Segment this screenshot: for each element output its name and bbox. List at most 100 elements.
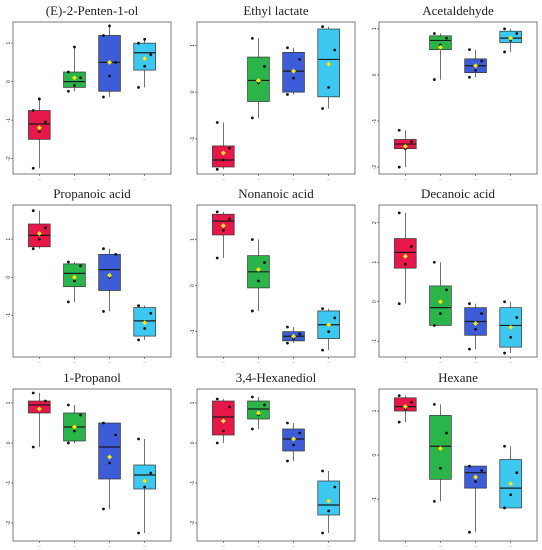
- data-point: [79, 264, 82, 268]
- data-point: [432, 32, 436, 35]
- mean-marker: [472, 63, 479, 69]
- box-c1: [28, 110, 51, 140]
- x-tick-label: —: [108, 544, 111, 548]
- data-point: [321, 107, 324, 110]
- chart-panel: 1-Propanol -2 -1 0 1 — — — —: [6, 370, 172, 548]
- x-tick-label: —: [222, 544, 225, 548]
- data-point: [480, 469, 484, 472]
- data-point: [445, 431, 448, 435]
- data-point: [137, 86, 140, 89]
- y-tick-label: 0: [6, 80, 12, 83]
- data-point: [31, 166, 35, 170]
- data-point: [298, 431, 302, 435]
- mean-marker: [437, 299, 444, 305]
- mean-marker: [472, 474, 479, 480]
- data-point: [333, 485, 337, 489]
- data-point: [321, 25, 324, 29]
- data-point: [250, 238, 254, 241]
- x-tick-label: —: [509, 544, 512, 548]
- chart-title: Decanoic acid: [421, 186, 495, 201]
- data-point: [321, 307, 324, 311]
- plot-frame: [378, 21, 538, 175]
- data-point: [31, 445, 35, 449]
- data-point: [37, 237, 41, 241]
- data-point: [250, 395, 254, 399]
- box-c4: [317, 480, 340, 516]
- data-point: [102, 421, 105, 425]
- data-point: [73, 45, 76, 49]
- y-tick-label: 2: [372, 221, 378, 224]
- data-point: [257, 279, 260, 283]
- data-point: [73, 429, 76, 433]
- data-point: [292, 443, 295, 447]
- data-point: [298, 58, 302, 61]
- data-point: [250, 427, 254, 431]
- data-point: [509, 335, 513, 339]
- data-point: [143, 485, 147, 489]
- mean-marker: [472, 320, 479, 327]
- chart-title: 1-Propanol: [63, 370, 121, 385]
- mean-marker: [290, 436, 297, 442]
- data-point: [515, 32, 519, 35]
- data-point: [515, 316, 519, 319]
- data-point: [410, 400, 413, 404]
- data-point: [503, 27, 506, 31]
- data-point: [503, 300, 506, 304]
- y-tick-label: -2: [6, 521, 12, 526]
- data-point: [114, 61, 118, 64]
- data-point: [327, 509, 331, 513]
- data-point: [397, 128, 401, 132]
- x-tick-label: —: [439, 177, 442, 181]
- data-point: [137, 338, 140, 342]
- data-point: [468, 530, 471, 534]
- y-tick-label: -1: [6, 313, 12, 318]
- x-tick-label: —: [439, 360, 442, 364]
- x-tick-label: —: [404, 360, 407, 364]
- chart-title: Nonanoic acid: [238, 186, 314, 201]
- y-tick-label: -1: [372, 497, 378, 502]
- mean-marker: [36, 125, 42, 131]
- box-c4: [133, 464, 156, 490]
- x-tick-label: —: [474, 360, 477, 364]
- mean-marker: [290, 68, 297, 74]
- data-point: [102, 247, 105, 251]
- x-tick-label: —: [143, 177, 146, 181]
- chart-panel: 3,4-Hexanediol -2 -1 0 1 — — — —: [190, 370, 356, 548]
- x-tick-label: —: [439, 544, 442, 548]
- y-tick-label: 1: [6, 42, 12, 45]
- chart-panel: Decanoic acid -1 0 1 2 — — — —: [372, 186, 538, 364]
- data-point: [321, 469, 324, 473]
- data-point: [228, 405, 231, 409]
- data-point: [397, 420, 401, 424]
- data-point: [143, 64, 147, 68]
- data-point: [37, 130, 41, 134]
- data-point: [31, 209, 35, 213]
- data-point: [432, 499, 436, 503]
- data-point: [286, 341, 289, 345]
- x-tick-label: —: [404, 544, 407, 548]
- chart-title: 3,4-Hexanediol: [236, 370, 317, 385]
- data-point: [503, 50, 506, 54]
- y-tick-label: 1: [372, 27, 378, 30]
- data-point: [503, 444, 506, 448]
- data-point: [250, 309, 254, 313]
- mean-marker: [255, 410, 262, 416]
- data-point: [102, 507, 105, 511]
- data-point: [298, 332, 302, 336]
- data-point: [215, 256, 219, 260]
- mean-marker: [220, 418, 226, 424]
- data-point: [515, 471, 519, 475]
- data-point: [66, 70, 70, 74]
- data-point: [215, 397, 219, 401]
- box-c1: [212, 400, 235, 436]
- y-tick-label: 0: [372, 73, 378, 76]
- mean-marker: [220, 223, 226, 229]
- data-point: [432, 78, 436, 81]
- x-tick-label: —: [292, 360, 295, 364]
- mean-marker: [437, 445, 444, 452]
- mean-marker: [142, 320, 148, 326]
- chart-title: Hexane: [438, 370, 478, 385]
- data-point: [263, 261, 266, 264]
- data-point: [31, 247, 35, 251]
